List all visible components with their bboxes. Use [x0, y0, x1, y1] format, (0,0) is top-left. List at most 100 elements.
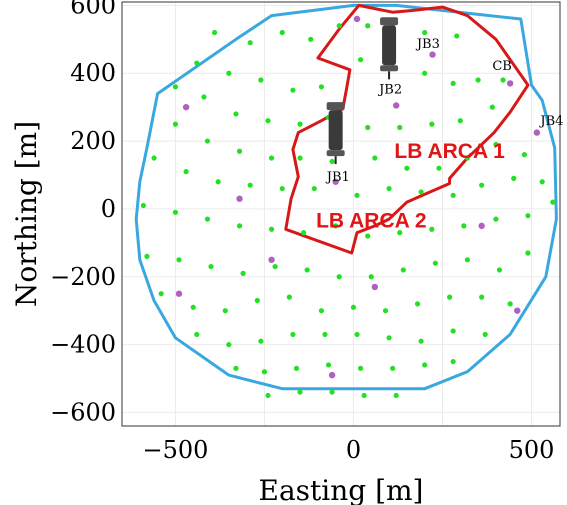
green-point [279, 185, 285, 192]
green-point [240, 270, 246, 276]
green-point [140, 202, 146, 209]
y-tick-label: 400 [70, 59, 116, 87]
green-point [365, 23, 371, 29]
green-point [329, 389, 335, 395]
green-point [482, 331, 488, 338]
device-base [326, 150, 345, 157]
device-base [380, 65, 399, 72]
green-point [404, 165, 410, 171]
x-axis-label: Easting [m] [259, 474, 424, 505]
purple-point [506, 80, 514, 87]
green-point [511, 175, 517, 181]
green-point [429, 121, 435, 127]
green-point [226, 341, 232, 348]
green-point [301, 230, 307, 236]
green-point [422, 29, 428, 36]
green-point [418, 338, 424, 344]
green-point [500, 77, 506, 83]
annotation-jb1: JB1 [325, 170, 350, 185]
green-point [215, 179, 221, 185]
purple-point [268, 256, 275, 263]
green-point [322, 331, 328, 338]
green-point [286, 294, 292, 300]
purple-point [478, 222, 485, 230]
green-point [507, 301, 513, 307]
green-point [479, 294, 485, 300]
green-point [265, 118, 271, 124]
green-point [226, 70, 232, 76]
green-point [397, 124, 403, 131]
annotations: JB3 CB JB2 JB4 JB1 LB ARCA 1 LB ARCA 2 [316, 37, 563, 233]
y-axis-label: Northing [m] [10, 121, 43, 307]
green-point [194, 331, 200, 338]
green-point [479, 182, 485, 188]
green-point [432, 260, 438, 266]
green-point [247, 40, 253, 46]
green-point [233, 111, 239, 117]
green-point [450, 80, 456, 87]
green-point [272, 263, 278, 270]
green-point [464, 257, 471, 263]
green-point [521, 152, 527, 158]
purple-point [371, 283, 379, 291]
purple-point [332, 178, 339, 185]
green-point [211, 29, 218, 36]
green-point [333, 223, 339, 229]
green-point [357, 57, 364, 63]
purple-point [533, 129, 541, 136]
green-point [268, 226, 275, 232]
green-point [222, 308, 228, 314]
green-point [418, 189, 424, 195]
green-point [390, 365, 396, 371]
purple-point [175, 290, 183, 297]
green-point [400, 267, 406, 273]
purple-point [392, 102, 400, 109]
green-point [204, 138, 211, 144]
green-point [311, 185, 317, 192]
green-point [365, 124, 371, 131]
x-tick-label: −500 [142, 436, 208, 464]
green-point [489, 104, 495, 110]
green-point [297, 121, 303, 127]
green-point [236, 148, 243, 154]
region-label-2: LB ARCA 2 [316, 210, 426, 233]
green-point [454, 33, 460, 39]
green-point [318, 308, 325, 314]
y-tick-label: 600 [70, 0, 116, 19]
green-point [414, 301, 421, 307]
device-body [328, 110, 343, 151]
green-point [158, 291, 164, 297]
green-point [336, 23, 342, 29]
green-point [357, 365, 364, 371]
green-point [268, 155, 275, 161]
green-point [539, 179, 545, 185]
green-point [450, 192, 456, 198]
green-point [493, 216, 499, 222]
x-tick-label: 0 [346, 436, 361, 464]
y-tick-label: −600 [50, 398, 116, 426]
green-point [265, 392, 271, 399]
green-point [329, 158, 335, 165]
green-point [172, 121, 179, 127]
green-point [190, 304, 196, 310]
green-point [422, 70, 428, 76]
green-point [461, 223, 467, 229]
region-label-1: LB ARCA 1 [394, 140, 505, 163]
green-point [258, 338, 264, 344]
purple-point [236, 195, 243, 202]
footprint-outline [134, 3, 558, 391]
green-point [258, 77, 264, 83]
green-point [447, 294, 453, 300]
green-point [247, 182, 253, 188]
purple-point [353, 15, 361, 23]
plot-frame [121, 1, 561, 427]
x-tick-label: 500 [509, 436, 555, 464]
purple-point [429, 51, 436, 58]
green-point [457, 118, 463, 124]
green-point [297, 389, 303, 395]
green-point [436, 165, 442, 171]
green-point [236, 223, 243, 229]
green-point [365, 233, 371, 239]
green-point [208, 263, 214, 270]
